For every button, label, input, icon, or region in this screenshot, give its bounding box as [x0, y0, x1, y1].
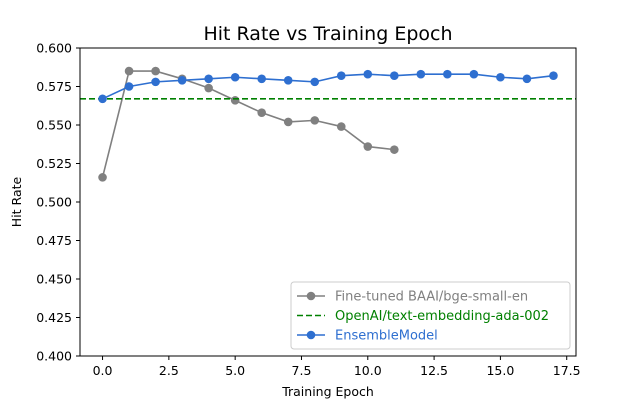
data-point	[443, 69, 452, 79]
data-point	[310, 77, 320, 87]
y-tick-label: 0.450	[36, 272, 72, 287]
data-point	[230, 96, 240, 105]
y-axis-label: Hit Rate	[9, 176, 24, 227]
data-point	[257, 74, 266, 84]
data-point	[469, 69, 479, 79]
y-tick-label: 0.575	[36, 79, 72, 94]
data-point	[283, 117, 293, 127]
x-axis-label: Training Epoch	[281, 384, 374, 399]
data-point	[98, 94, 107, 104]
legend-marker	[306, 330, 316, 340]
data-point	[390, 145, 399, 154]
data-point	[151, 77, 160, 87]
data-point	[416, 69, 426, 79]
legend-label: Fine-tuned BAAI/bge-small-en	[335, 290, 528, 305]
data-point	[363, 69, 373, 79]
y-tick-label: 0.400	[36, 349, 72, 364]
data-point	[549, 71, 558, 81]
series-layer	[80, 66, 576, 182]
legend-label: EnsembleModel	[335, 329, 438, 344]
x-tick-label: 7.5	[292, 363, 312, 378]
axis-ticks: 0.0 2.5 5.0 7.5 10.0 12.5 15.0 17.5 0.400 0.425 0.…	[36, 41, 580, 379]
data-point	[177, 76, 187, 85]
x-tick-label: 10.0	[354, 363, 382, 378]
legend-box	[290, 281, 571, 350]
plot-frame	[79, 47, 577, 357]
series-line	[102, 73, 554, 100]
data-point	[496, 72, 505, 82]
legend-entry: OpenAI/text-embedding-ada-002	[297, 309, 549, 324]
data-point	[336, 71, 346, 81]
y-tick-label: 0.500	[36, 195, 72, 210]
data-point	[336, 122, 346, 131]
x-tick-label: 0.0	[93, 363, 113, 378]
data-point	[522, 74, 532, 84]
data-point	[151, 66, 160, 76]
y-tick-label: 0.550	[36, 118, 72, 133]
x-tick-label: 17.5	[553, 363, 581, 378]
data-point	[98, 173, 107, 182]
data-point	[390, 71, 399, 81]
data-point	[310, 116, 320, 125]
data-point	[363, 142, 373, 151]
series-ensemblemodel	[98, 69, 558, 104]
data-point	[257, 108, 266, 117]
x-tick-label: 12.5	[420, 363, 448, 378]
data-point	[124, 82, 134, 91]
x-tick-label: 5.0	[225, 363, 245, 378]
legend-entry: EnsembleModel	[297, 329, 438, 344]
legend: Fine-tuned BAAI/bge-small-en OpenAI/text-…	[290, 281, 571, 350]
legend-label: OpenAI/text-embedding-ada-002	[335, 309, 549, 324]
data-point	[283, 76, 293, 85]
series-line	[101, 70, 395, 178]
y-tick-label: 0.525	[36, 156, 72, 171]
data-point	[204, 74, 213, 84]
data-point	[230, 72, 240, 82]
x-tick-label: 2.5	[159, 363, 179, 378]
legend-entry: Fine-tuned BAAI/bge-small-en	[297, 290, 528, 305]
chart-title: Hit Rate vs Training Epoch	[203, 23, 452, 45]
legend-marker	[306, 291, 316, 301]
x-tick-label: 15.0	[486, 363, 514, 378]
y-tick-label: 0.425	[36, 310, 72, 325]
data-point	[124, 66, 134, 76]
series-fine-tuned-baai-bge-small-en	[98, 66, 399, 182]
y-tick-label: 0.475	[36, 233, 72, 248]
data-point	[204, 83, 213, 93]
y-tick-label: 0.600	[36, 41, 72, 56]
